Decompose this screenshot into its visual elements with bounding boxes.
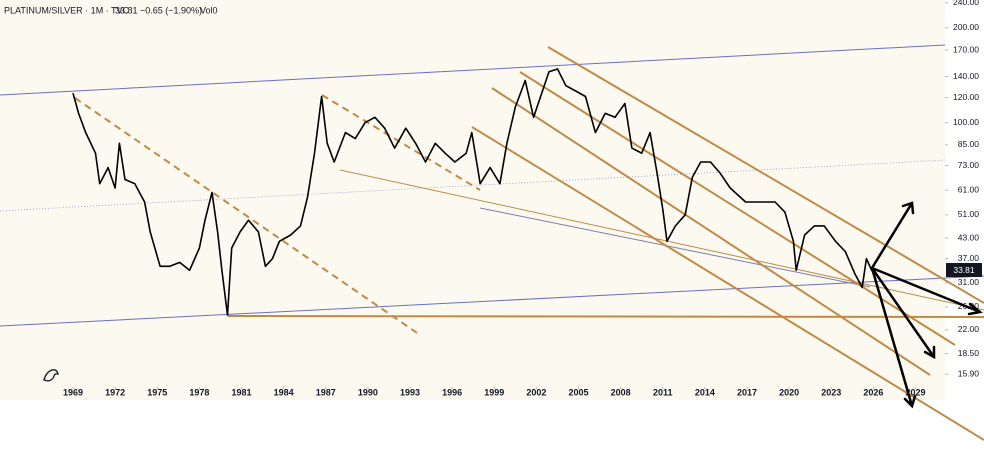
x-tick-label: 1978	[189, 387, 209, 397]
x-tick-label: 2026	[863, 387, 883, 397]
channel-down	[547, 46, 984, 304]
axes: 240.00 200.00 170.00 140.00 120.00 100.00 85.0…	[63, 0, 979, 397]
x-tick-label: 1969	[63, 387, 83, 397]
x-tick-label: 2014	[695, 387, 715, 397]
x-tick-label: 2008	[611, 387, 631, 397]
arrows	[870, 201, 983, 409]
arrow-right	[870, 266, 983, 316]
y-tick-label: 240.00	[953, 0, 979, 7]
change: −0.65 (−1.90%)	[140, 5, 202, 15]
support-line	[227, 315, 984, 318]
y-tick-label: 18.50	[958, 348, 980, 358]
series	[72, 68, 873, 316]
channel-line	[0, 44, 946, 96]
x-tick-label: 2005	[568, 387, 588, 397]
y-tick-label: 31.00	[958, 277, 980, 287]
y-tick-label: 120.00	[953, 92, 979, 102]
x-tick-label: 2017	[737, 387, 757, 397]
channel-down	[491, 87, 931, 376]
price-tag	[946, 263, 982, 277]
symbol: PLATINUM/SILVER · 1M · TVC	[4, 5, 130, 15]
y-tick-label: 73.00	[958, 160, 980, 170]
x-tick-label: 2011	[653, 387, 673, 397]
x-tick-label: 1993	[400, 387, 420, 397]
x-tick-label: 1987	[316, 387, 336, 397]
x-tick-label: 1996	[442, 387, 462, 397]
last-price: 33.81	[115, 5, 138, 15]
x-tick-label: 1999	[484, 387, 504, 397]
logo	[43, 369, 59, 382]
x-tick-label: 2002	[526, 387, 546, 397]
y-tick-label: 15.90	[958, 369, 980, 379]
price-tag-label: 33.81	[953, 265, 975, 275]
y-tick-label: 61.00	[958, 185, 980, 195]
channel-down	[519, 71, 956, 346]
dashed-trend	[321, 94, 481, 191]
price-line	[72, 68, 873, 316]
channel-line	[0, 275, 984, 327]
x-tick-label: 2029	[905, 387, 925, 397]
y-tick-label: 51.00	[958, 209, 980, 219]
y-tick-label: 140.00	[953, 71, 979, 81]
y-tick-label: 43.00	[958, 232, 980, 242]
y-tick-label: 100.00	[953, 117, 979, 127]
volume: Vol0	[200, 5, 218, 15]
y-tick-label: 37.00	[958, 253, 980, 263]
y-tick-label: 22.00	[958, 324, 980, 334]
x-tick-label: 1990	[358, 387, 378, 397]
arrow-down-steep	[870, 266, 917, 409]
x-tick-label: 2023	[821, 387, 841, 397]
header: PLATINUM/SILVER · 1M · TVC 33.81 −0.65 (…	[4, 5, 218, 15]
arrow-down	[870, 266, 936, 360]
price-axis-background	[945, 0, 984, 400]
x-tick-label: 1984	[274, 387, 294, 397]
plot-background	[0, 0, 945, 400]
drawings	[0, 44, 984, 441]
trend-line	[479, 207, 871, 288]
y-tick-label: 170.00	[953, 44, 979, 54]
y-tick-label: 200.00	[953, 22, 979, 32]
dashed-trend	[74, 97, 421, 336]
x-tick-label: 1981	[231, 387, 251, 397]
x-tick-label: 2020	[779, 387, 799, 397]
x-tick-label: 1972	[105, 387, 125, 397]
channel-down	[471, 126, 984, 441]
y-tick-label: 85.00	[958, 139, 980, 149]
arrow-up	[870, 201, 915, 270]
x-tick-label: 1975	[147, 387, 167, 397]
